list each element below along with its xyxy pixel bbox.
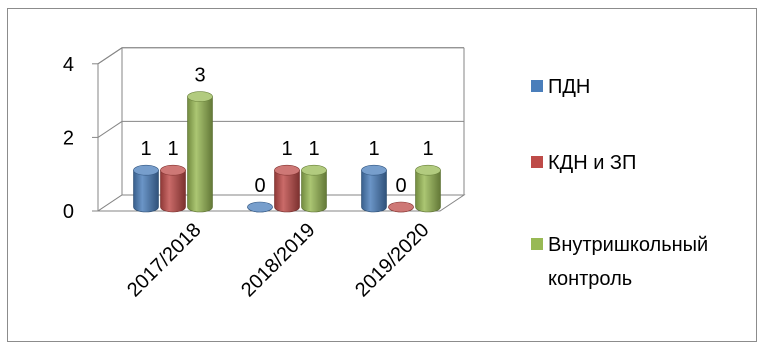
data-label: 1 bbox=[368, 138, 379, 160]
bar bbox=[187, 91, 213, 213]
bar bbox=[388, 201, 414, 213]
x-tick-label: 2019/2020 bbox=[351, 219, 433, 301]
bar-top bbox=[388, 201, 414, 213]
legend-label: КДН и ЗП bbox=[548, 152, 636, 174]
legend-entry: ПДН bbox=[531, 76, 590, 98]
bar-top bbox=[160, 164, 186, 176]
legend-swatch bbox=[531, 80, 543, 92]
wall-top-edge bbox=[97, 47, 464, 65]
bar bbox=[133, 164, 159, 213]
data-label: 1 bbox=[422, 138, 433, 160]
legend-swatch bbox=[531, 238, 543, 250]
data-label: 3 bbox=[194, 65, 205, 87]
bar-top bbox=[187, 91, 213, 102]
bar-body bbox=[160, 169, 186, 213]
bar-body bbox=[274, 169, 300, 213]
data-label: 1 bbox=[308, 138, 319, 160]
data-label: 1 bbox=[167, 138, 178, 160]
bar bbox=[160, 164, 186, 213]
bar bbox=[247, 201, 273, 213]
legend-label: контроль bbox=[548, 268, 632, 290]
x-tick-label: 2017/2018 bbox=[123, 219, 205, 301]
bar-top bbox=[274, 164, 300, 176]
data-label: 1 bbox=[140, 138, 151, 160]
bar bbox=[274, 164, 300, 213]
bar-body bbox=[301, 169, 327, 213]
bar-body bbox=[415, 169, 441, 213]
x-tick-label: 2018/2019 bbox=[237, 219, 319, 301]
legend-swatch bbox=[531, 156, 543, 168]
bar-top bbox=[247, 201, 273, 213]
y-tick-label: 0 bbox=[63, 201, 74, 223]
gridline bbox=[97, 47, 464, 65]
data-label: 0 bbox=[254, 175, 265, 197]
legend-entry: КДН и ЗП bbox=[531, 152, 636, 174]
legend-entry: Внутришкольный контроль bbox=[531, 234, 708, 290]
y-tick-label: 4 bbox=[63, 54, 74, 76]
legend-label: ПДН bbox=[548, 76, 590, 98]
data-label: 0 bbox=[395, 175, 406, 197]
bar-top bbox=[415, 164, 441, 176]
bar-body bbox=[361, 169, 387, 213]
bar bbox=[361, 164, 387, 213]
bar bbox=[301, 164, 327, 213]
gridline bbox=[97, 120, 464, 138]
bar-top bbox=[361, 164, 387, 176]
bar-top bbox=[301, 164, 327, 176]
bar bbox=[415, 164, 441, 213]
bar-top bbox=[133, 164, 159, 176]
legend-label: Внутришкольный bbox=[548, 234, 708, 256]
data-label: 1 bbox=[281, 138, 292, 160]
bar-body bbox=[187, 96, 213, 213]
y-tick-label: 2 bbox=[63, 127, 74, 149]
bar-body bbox=[133, 169, 159, 213]
